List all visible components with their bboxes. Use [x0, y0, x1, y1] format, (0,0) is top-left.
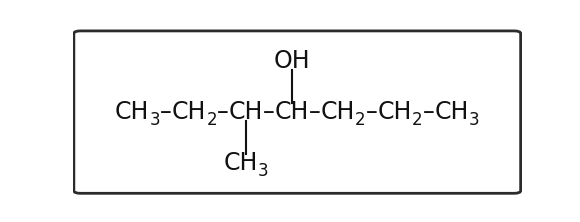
Text: –: – [366, 100, 378, 124]
Text: –: – [160, 100, 172, 124]
Text: CH: CH [321, 100, 355, 124]
Text: CH: CH [172, 100, 206, 124]
Text: 2: 2 [206, 111, 217, 129]
FancyBboxPatch shape [74, 31, 521, 193]
Text: CH: CH [223, 151, 258, 175]
Text: CH: CH [378, 100, 412, 124]
Text: OH: OH [274, 49, 310, 73]
Text: –: – [423, 100, 434, 124]
Text: CH: CH [229, 100, 263, 124]
Text: –: – [217, 100, 229, 124]
Text: 3: 3 [469, 111, 480, 129]
Text: 2: 2 [412, 111, 423, 129]
Text: CH: CH [115, 100, 150, 124]
Text: –: – [263, 100, 275, 124]
Text: CH: CH [275, 100, 309, 124]
Text: –: – [309, 100, 321, 124]
Text: 2: 2 [355, 111, 366, 129]
Text: CH: CH [434, 100, 469, 124]
Text: 3: 3 [150, 111, 160, 129]
Text: 3: 3 [258, 162, 269, 180]
